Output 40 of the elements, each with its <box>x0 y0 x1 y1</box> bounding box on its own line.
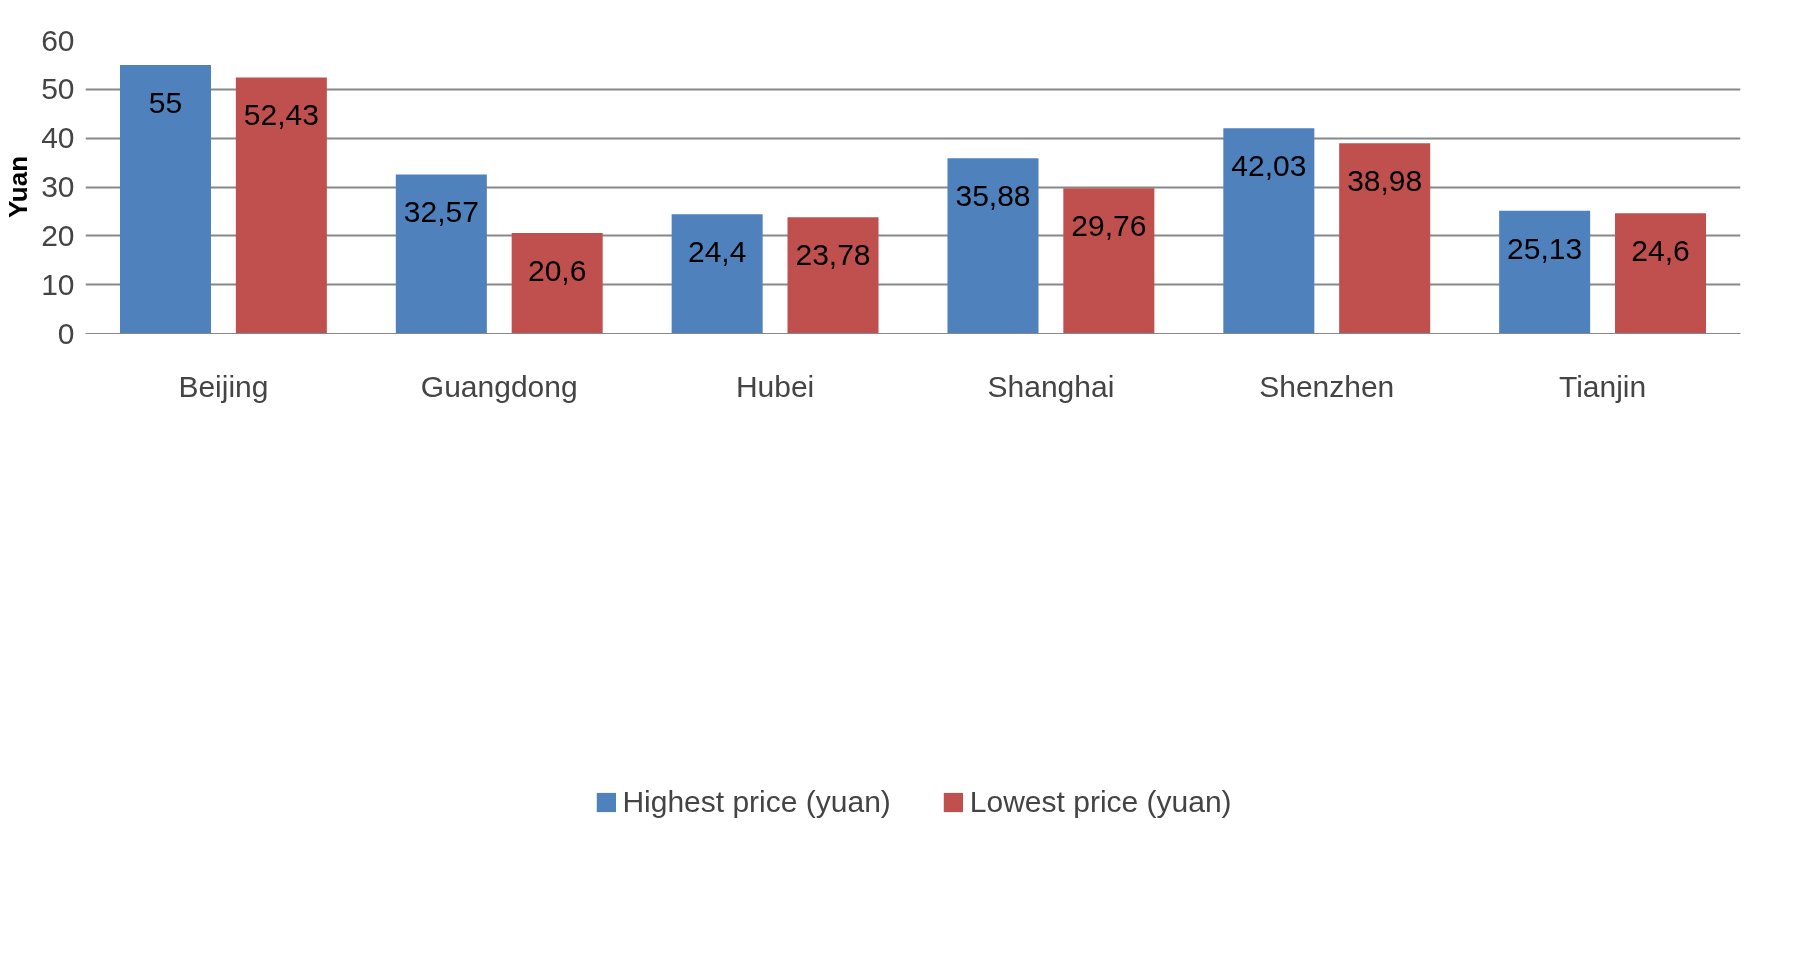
bar <box>395 174 487 334</box>
x-tick-label: Beijing <box>178 369 269 403</box>
data-label: 29,76 <box>1071 209 1147 243</box>
y-tick-label: 10 <box>41 267 75 301</box>
bar <box>1223 128 1315 334</box>
x-tick-label: Shanghai <box>987 369 1115 403</box>
bar <box>511 232 603 334</box>
x-tick-label: Tianjin <box>1558 369 1647 403</box>
data-label: 32,57 <box>403 195 479 229</box>
data-label: 25,13 <box>1507 231 1583 265</box>
bar <box>671 214 763 334</box>
data-label: 38,98 <box>1347 164 1423 198</box>
data-label: 23,78 <box>795 238 871 272</box>
bar <box>1499 210 1591 334</box>
x-tick-label: Hubei <box>735 369 815 403</box>
data-label: 24,6 <box>1631 234 1690 268</box>
bar <box>947 158 1039 334</box>
y-tick-label: 0 <box>57 316 75 350</box>
data-label: 24,4 <box>687 235 747 269</box>
bar <box>787 217 879 334</box>
y-tick-label: 20 <box>41 218 75 252</box>
y-axis-title: Yuan <box>3 155 34 219</box>
y-tick-label: 30 <box>41 170 75 203</box>
x-tick-label: Shenzhen <box>1259 369 1395 403</box>
bar <box>1615 213 1707 334</box>
bar <box>1339 143 1431 334</box>
data-label: 20,6 <box>527 253 587 287</box>
y-tick-label: 40 <box>41 121 75 155</box>
bar <box>119 64 211 334</box>
data-label: 52,43 <box>243 98 319 132</box>
bar <box>235 77 327 334</box>
data-label: 55 <box>148 85 183 119</box>
bar <box>1063 188 1155 334</box>
data-label: 42,03 <box>1231 149 1307 183</box>
y-tick-label: 60 <box>41 23 75 57</box>
x-tick-label: Guangdong <box>420 369 578 403</box>
data-label: 35,88 <box>955 179 1031 213</box>
y-tick-label: 50 <box>41 72 75 106</box>
legend-label: Lowest price (yuan) <box>969 784 1232 819</box>
legend-label: Highest price (yuan) <box>622 784 891 819</box>
